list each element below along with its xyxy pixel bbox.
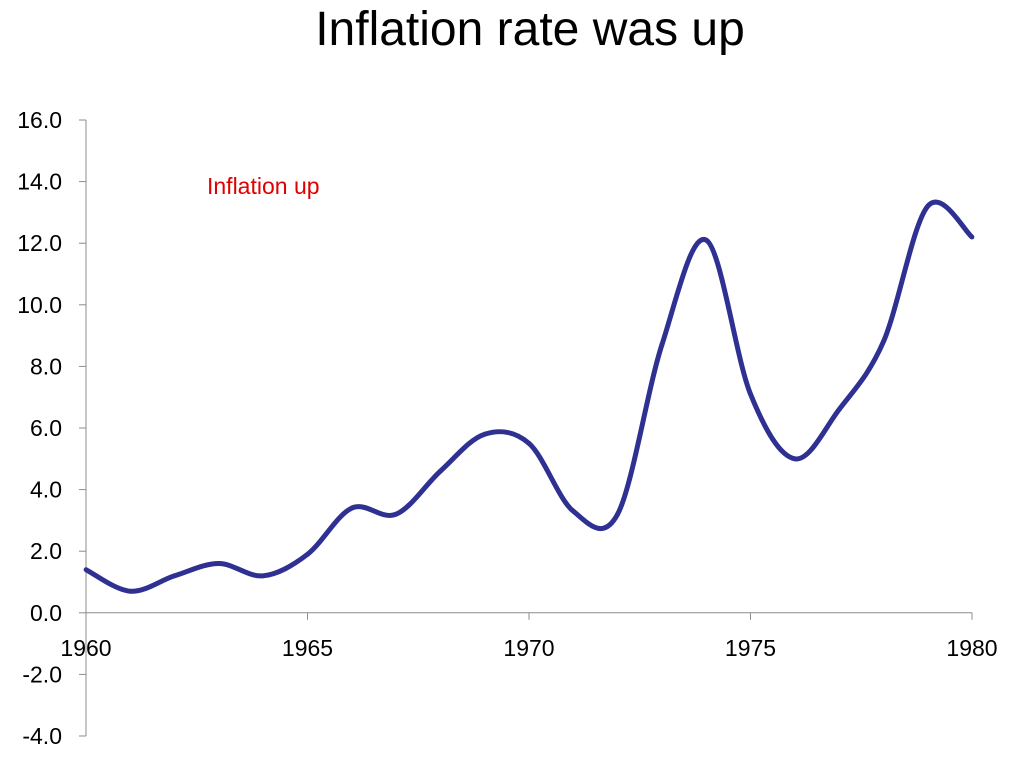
data-point [127,588,133,594]
data-point [216,561,222,566]
data-point [349,505,355,511]
annotation-inflation-up: Inflation up [207,173,320,199]
chart-title: Inflation rate was up [315,3,745,56]
data-point [305,551,310,557]
data-point [570,508,576,514]
y-tick-label: -2.0 [22,661,62,687]
y-tick-label: 4.0 [30,477,62,503]
data-point [881,339,886,345]
data-point [83,567,89,573]
data-point [482,431,488,437]
data-point [969,234,975,240]
data-point [260,573,266,579]
x-tick-label: 1980 [946,635,997,661]
y-tick-label: 16.0 [17,107,62,133]
data-point [659,342,665,348]
y-tick-label: 8.0 [30,353,62,379]
y-tick-label: 0.0 [30,600,62,626]
data-point [748,391,753,397]
y-tick-label: 10.0 [17,292,62,318]
series-line-0 [84,199,974,594]
y-tick-label: 2.0 [30,538,62,564]
y-axis: 16.0 14.0 12.0 10.0 8.0 6.0 4.0 2.0 0.0 -2.0 -4.0 [17,107,87,749]
x-tick-label: 1965 [282,635,333,661]
data-point [172,573,178,579]
data-point [703,237,709,243]
data-point [925,203,931,209]
y-tick-label: -4.0 [22,723,62,749]
data-point [836,407,842,412]
y-tick-label: 6.0 [30,415,62,441]
x-tick-label: 1970 [503,635,554,661]
data-point [792,456,798,462]
x-axis: 1960 1965 1970 1975 1980 [60,612,998,661]
x-tick-label: 1960 [60,635,111,661]
y-tick-label: 14.0 [17,169,62,195]
x-tick-label: 1975 [725,635,776,661]
y-tick-label: 12.0 [17,230,62,256]
data-point [438,468,443,474]
series-group [83,199,975,594]
data-point [526,441,532,446]
data-point [615,511,620,517]
data-point [393,511,399,517]
